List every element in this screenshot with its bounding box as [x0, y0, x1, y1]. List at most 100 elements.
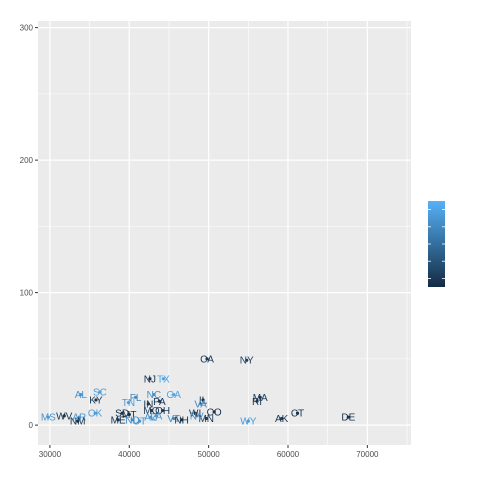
point-label: UT: [133, 417, 146, 428]
point-marker: [79, 393, 83, 397]
point-label: AL: [75, 390, 88, 401]
point-label: NM: [70, 417, 86, 428]
point-label: VT: [167, 414, 180, 425]
data-points: [46, 357, 350, 423]
point-label: SD: [115, 409, 129, 420]
point-label: MA: [253, 393, 268, 404]
point-label: CA: [200, 354, 214, 365]
point-marker: [346, 415, 350, 419]
point-marker: [127, 412, 131, 417]
y-tick-label: 100: [20, 289, 34, 298]
point-marker: [295, 411, 300, 415]
x-axis: 30000 40000 50000 60000 70000: [39, 445, 379, 459]
colorbar-legend: [428, 201, 445, 287]
point-marker: [161, 377, 165, 381]
point-label: IN: [143, 399, 153, 410]
y-tick-label: 200: [20, 156, 34, 165]
point-marker: [77, 415, 81, 419]
panel-background: [38, 21, 411, 445]
point-marker: [93, 411, 97, 415]
point-label: MT: [122, 410, 136, 421]
point-label: RI: [252, 397, 262, 408]
point-marker: [205, 357, 209, 361]
point-label: WI: [189, 409, 201, 420]
point-marker: [94, 398, 98, 402]
x-tick-label: 30000: [39, 450, 62, 459]
point-label: AZ: [144, 413, 157, 424]
colorbar-ticks: [428, 209, 445, 279]
point-label: DE: [341, 413, 355, 424]
point-label: PA: [153, 397, 166, 408]
point-label: OK: [88, 409, 103, 420]
x-tick-label: 70000: [356, 450, 379, 459]
point-label: WY: [240, 417, 256, 428]
point-label: NJ: [144, 374, 156, 385]
point-marker: [201, 398, 205, 402]
point-marker: [146, 402, 150, 406]
point-label: AR: [72, 413, 86, 424]
point-marker: [126, 401, 131, 405]
y-axis: 0 100 200 300: [20, 24, 38, 430]
point-label: TN: [122, 398, 135, 409]
point-marker: [258, 395, 262, 399]
point-marker: [116, 418, 120, 422]
point-marker: [149, 415, 153, 419]
point-label: LA: [150, 411, 163, 422]
grid-minor: [38, 21, 411, 445]
point-label: OH: [155, 406, 170, 417]
point-marker: [160, 408, 165, 413]
point-marker: [46, 415, 50, 419]
point-label: MS: [41, 413, 56, 424]
point-marker: [130, 418, 135, 422]
point-label: MN: [198, 414, 214, 425]
point-marker: [148, 377, 152, 381]
y-tick-label: 0: [29, 421, 34, 430]
point-label: NY: [240, 356, 254, 367]
colorbar: [428, 201, 445, 287]
x-tick-label: 40000: [118, 450, 141, 459]
point-marker: [280, 416, 284, 421]
point-marker: [193, 411, 197, 415]
point-label: ND: [125, 415, 139, 426]
x-tick-label: 60000: [277, 450, 300, 459]
point-marker: [120, 411, 124, 415]
point-label: TX: [157, 374, 170, 385]
point-marker: [255, 399, 259, 403]
point-marker: [246, 419, 250, 423]
point-marker: [172, 393, 176, 397]
point-marker: [137, 419, 142, 423]
point-label: IL: [199, 395, 208, 406]
point-label: NC: [147, 390, 161, 401]
point-label: ME: [111, 415, 126, 426]
point-label: SC: [93, 388, 107, 399]
point-label: KY: [89, 395, 103, 406]
point-label: VA: [194, 399, 207, 410]
point-label: FL: [130, 393, 142, 404]
x-tick-label: 50000: [198, 450, 221, 459]
point-label: NH: [174, 415, 188, 426]
point-label: AK: [275, 414, 289, 425]
point-marker: [172, 416, 176, 421]
point-marker: [199, 402, 203, 406]
point-marker: [134, 395, 138, 399]
point-marker: [98, 390, 102, 394]
grid-major: [38, 21, 411, 445]
point-marker: [149, 408, 154, 413]
point-label: NV: [190, 411, 204, 422]
point-marker: [212, 410, 216, 414]
point-label: GA: [166, 390, 181, 401]
point-label: CO: [207, 407, 222, 418]
point-marker: [154, 414, 158, 418]
point-marker: [180, 418, 184, 422]
point-label: CT: [291, 409, 304, 420]
point-marker: [204, 416, 208, 421]
point-marker: [157, 399, 162, 403]
point-marker: [152, 393, 156, 397]
point-marker: [195, 414, 199, 418]
point-marker: [76, 419, 80, 423]
point-label: MO: [143, 406, 159, 417]
point-label: WV: [56, 411, 72, 422]
point-marker: [62, 414, 66, 418]
